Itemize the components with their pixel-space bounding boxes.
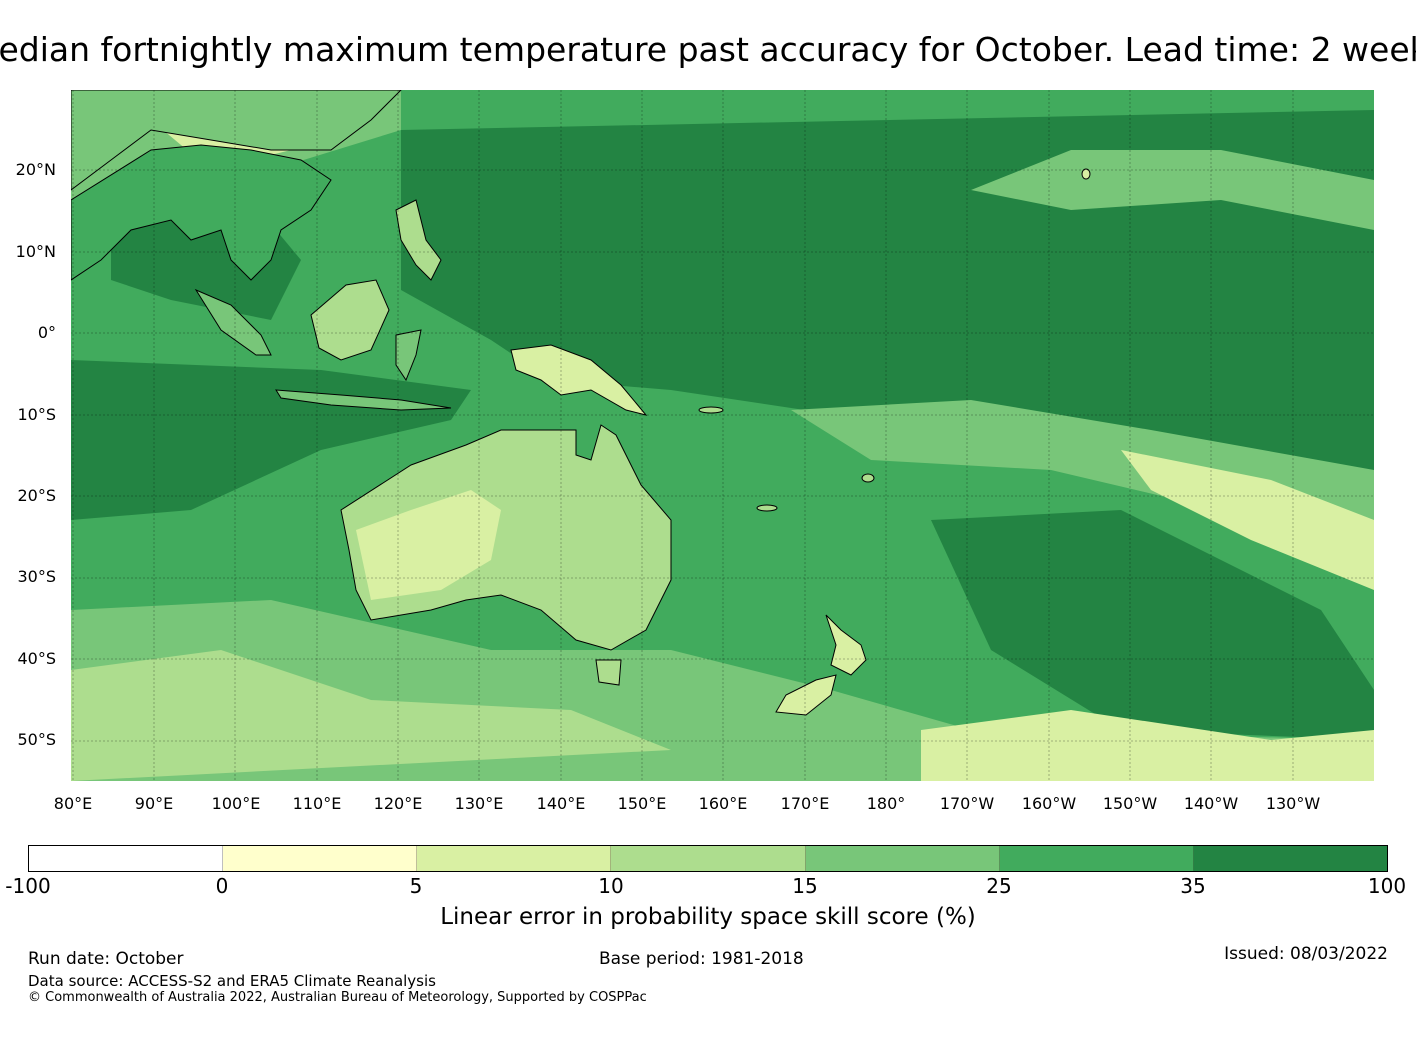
base-period: Base period: 1981-2018: [599, 949, 804, 969]
region-high-skill-pacific: [401, 110, 1374, 530]
data-source: Data source: ACCESS-S2 and ERA5 Climate …: [28, 972, 436, 990]
fiji: [861, 473, 875, 483]
colorbar-segment: [417, 846, 612, 871]
colorbar-tick: 15: [792, 874, 818, 898]
lat-label: 20°N: [15, 160, 56, 179]
lat-label: 0°: [37, 323, 56, 342]
region-low-skill-southern: [921, 710, 1374, 781]
colorbar-tick: 10: [598, 874, 624, 898]
lon-label: 140°W: [1183, 794, 1239, 813]
graticule: [71, 90, 1374, 781]
australia-landmass: [340, 424, 672, 651]
lon-label: 90°E: [134, 794, 174, 813]
new-zealand-north-island: [825, 614, 867, 676]
region-medium-skill-band: [791, 400, 1374, 570]
region-high-skill-south-pacific: [931, 510, 1374, 740]
china-coast: [71, 90, 402, 191]
lon-label: 150°E: [617, 794, 667, 813]
copyright: © Commonwealth of Australia 2022, Austra…: [28, 990, 647, 1005]
lon-label: 180°: [866, 794, 906, 813]
lon-label: 160°W: [1021, 794, 1077, 813]
hawaii: [1081, 168, 1091, 180]
colorbar-tick: 100: [1367, 874, 1407, 898]
map-title: Median fortnightly maximum temperature p…: [0, 30, 1416, 69]
colorbar-label: Linear error in probability space skill …: [440, 904, 976, 930]
skill-score-map: [71, 90, 1374, 781]
colorbar-segment: [805, 846, 1000, 871]
borneo: [310, 279, 390, 361]
run-date: Run date: October: [28, 949, 184, 969]
sumatra: [194, 288, 272, 356]
colorbar-segment: [611, 846, 806, 871]
lon-label: 80°E: [53, 794, 93, 813]
lon-label: 150°W: [1102, 794, 1158, 813]
java-islands: [275, 389, 452, 411]
colorbar: [28, 845, 1388, 872]
lon-label: 130°W: [1265, 794, 1321, 813]
tasmania: [595, 659, 622, 686]
colorbar-tick: -100: [5, 874, 51, 898]
colorbar-tick: 5: [409, 874, 423, 898]
new-zealand-south-island: [775, 674, 837, 716]
lon-label: 110°E: [292, 794, 342, 813]
lon-label: 130°E: [454, 794, 504, 813]
lat-label: 20°S: [17, 486, 56, 505]
lat-label: 30°S: [17, 567, 56, 586]
colorbar-segment: [29, 846, 224, 871]
colorbar-tick: 35: [1180, 874, 1206, 898]
lat-label: 50°S: [17, 730, 56, 749]
colorbar-segment: [1193, 846, 1387, 871]
lon-label: 120°E: [373, 794, 423, 813]
region-low-skill-east: [1121, 450, 1374, 590]
lat-label: 10°N: [15, 242, 56, 261]
lat-label: 40°S: [17, 649, 56, 668]
australia-low-skill-west: [356, 490, 501, 600]
mainland-asia: [71, 144, 332, 281]
issued-date: Issued: 08/03/2022: [1224, 944, 1388, 964]
colorbar-segment: [223, 846, 418, 871]
new-guinea: [510, 344, 648, 416]
lon-label: 140°E: [536, 794, 586, 813]
lon-label: 170°W: [939, 794, 995, 813]
lon-label: 170°E: [780, 794, 830, 813]
region-medium-skill-north-pacific: [971, 150, 1374, 230]
lat-label: 10°S: [17, 405, 56, 424]
colorbar-segment: [999, 846, 1194, 871]
sulawesi: [395, 329, 422, 382]
lon-label: 160°E: [698, 794, 748, 813]
new-caledonia: [756, 504, 778, 512]
solomon-islands: [698, 406, 724, 414]
philippines: [395, 199, 442, 281]
colorbar-tick: 0: [215, 874, 229, 898]
region-low-skill-south-west: [71, 650, 671, 781]
colorbar-tick: 25: [986, 874, 1012, 898]
lon-label: 100°E: [211, 794, 261, 813]
